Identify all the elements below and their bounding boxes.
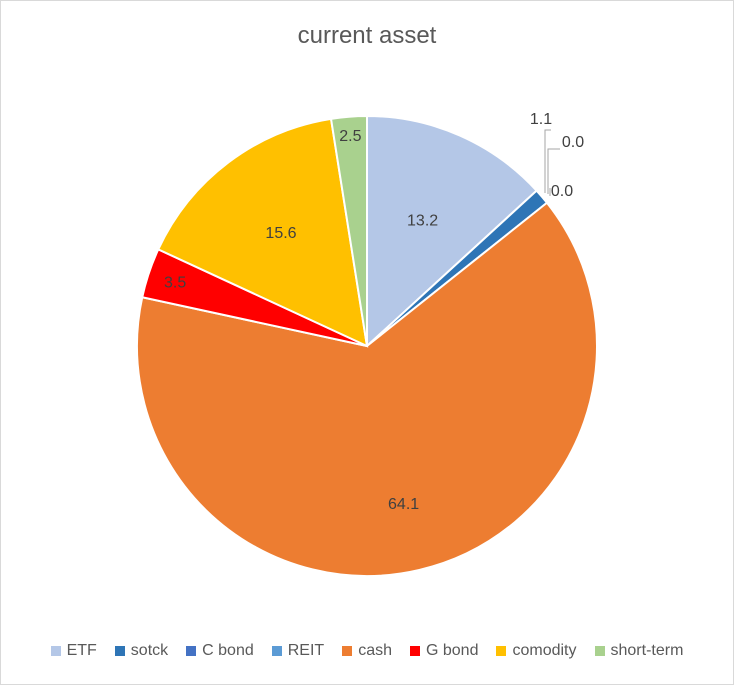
legend-item-c-bond: C bond	[186, 642, 254, 660]
leader-line-c-bond	[547, 148, 560, 194]
legend-swatch-sotck	[114, 646, 125, 656]
legend-swatch-cash	[342, 646, 353, 656]
legend-item-reit: REIT	[271, 642, 325, 660]
legend-swatch-reit	[271, 646, 282, 656]
legend-swatch-etf	[50, 646, 61, 656]
legend-label-reit: REIT	[287, 642, 325, 659]
chart-title: current asset	[297, 22, 437, 49]
pie-slice-etf	[366, 114, 539, 349]
legend-item-cash: cash	[342, 642, 392, 660]
data-label-reit: 0.0	[551, 183, 573, 200]
legend-item-short-term: short-term	[594, 642, 684, 660]
legend-item-comodity: comodity	[496, 642, 577, 660]
pie-slice-comodity	[156, 117, 369, 348]
data-label-etf: 13.2	[407, 213, 438, 230]
data-label-cash: 64.1	[388, 496, 419, 513]
legend-item-sotck: sotck	[114, 642, 169, 660]
data-label-short-term: 2.5	[339, 128, 361, 145]
legend-swatch-comodity	[496, 646, 507, 656]
legend-label-short-term: short-term	[610, 642, 684, 659]
legend: ETF sotck C bond REIT cash G bond comodity shor…	[0, 642, 734, 660]
data-label-c-bond: 0.0	[562, 134, 584, 151]
data-label-sotck: 1.1	[530, 111, 552, 128]
pie-slice-short-term	[329, 114, 368, 347]
legend-label-etf: ETF	[66, 642, 97, 659]
data-label-g-bond: 3.5	[164, 275, 186, 292]
legend-item-etf: ETF	[50, 642, 97, 660]
legend-label-sotck: sotck	[130, 642, 169, 659]
legend-label-c-bond: C bond	[202, 642, 254, 659]
legend-label-g-bond: G bond	[425, 642, 479, 659]
legend-swatch-short-term	[594, 646, 605, 656]
pie-slice-cash	[136, 201, 598, 577]
legend-swatch-c-bond	[186, 646, 197, 656]
leader-line-sotck	[544, 129, 551, 193]
legend-swatch-g-bond	[409, 646, 420, 656]
data-label-comodity: 15.6	[265, 225, 296, 242]
legend-item-g-bond: G bond	[409, 642, 479, 660]
legend-label-cash: cash	[358, 642, 392, 659]
legend-label-comodity: comodity	[512, 642, 577, 659]
